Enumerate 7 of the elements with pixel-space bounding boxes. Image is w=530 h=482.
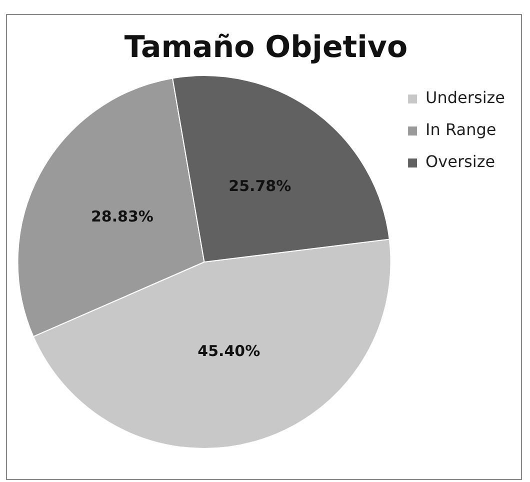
legend-label: In Range (426, 120, 496, 140)
legend-label: Undersize (426, 88, 505, 108)
data-label: 28.83% (90, 208, 154, 226)
legend-label: Oversize (426, 152, 496, 172)
chart-title: Tamaño Objetivo (124, 30, 408, 65)
data-label: 45.40% (198, 342, 260, 360)
data-label: 25.78% (228, 177, 292, 196)
